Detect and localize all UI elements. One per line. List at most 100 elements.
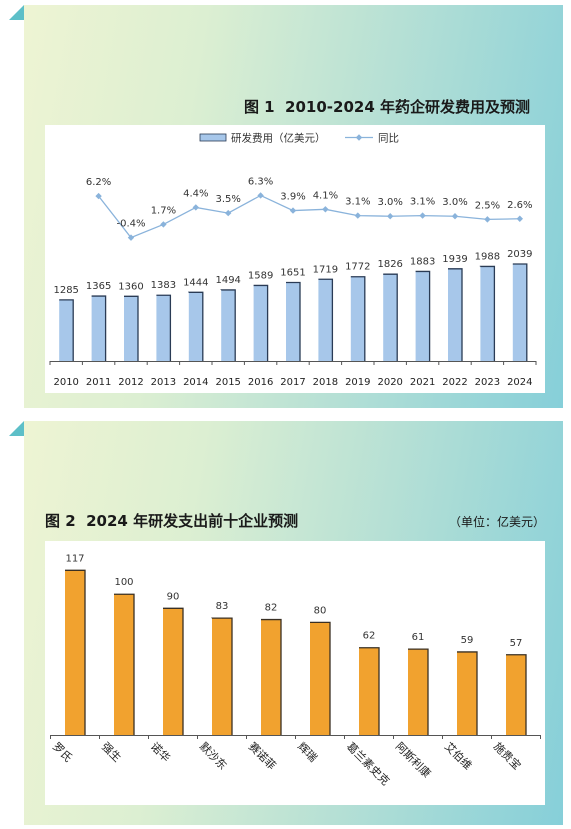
rd-spend-bar [90,295,107,362]
yoy-value-label: 3.5% [215,194,240,205]
rd-spend-bar [447,268,463,362]
x-category-label: 赛诺菲 [246,739,279,772]
company-rd-bar [407,648,429,736]
rd-spend-bar [123,295,139,362]
legend-bar-label: 研发费用（亿美元） [231,132,326,145]
yoy-marker [322,206,329,213]
yoy-marker [516,215,523,222]
x-tick-label: 2017 [280,377,305,388]
rd-spend-bar [414,270,431,362]
yoy-marker [484,216,491,223]
figure2-chart: 117 罗氏 100 强生 90 诺华 83 默沙东 82 赛诺菲 80 辉瑞 62 葛兰素史克 61 阿斯利… [50,553,541,788]
yoy-marker [192,204,199,211]
x-tick-label: 2023 [475,377,500,388]
yoy-value-label: 6.3% [248,176,273,187]
yoy-value-label: 1.7% [151,205,176,216]
yoy-value-label: 4.1% [313,190,338,201]
corner-fold-icon [9,5,24,20]
bar-value-label: 1826 [377,259,402,270]
x-category-label: 施贵宝 [491,739,524,772]
x-tick-label: 2013 [151,377,176,388]
x-tick-label: 2022 [442,377,467,388]
bar-value-label: 82 [265,603,278,614]
corner-fold-icon [9,421,24,436]
x-tick-label: 2016 [248,377,273,388]
x-category-label: 辉瑞 [295,739,320,764]
x-tick-label: 2018 [313,377,338,388]
company-rd-bar [162,607,184,736]
bar-value-label: 83 [216,601,229,612]
company-rd-bar [358,647,380,736]
x-category-label: 艾伯维 [442,739,475,772]
rd-spend-bar [512,263,528,362]
yoy-marker [451,213,459,220]
bar-value-label: 61 [412,632,425,643]
figure2-chart-area: 117 罗氏 100 强生 90 诺华 83 默沙东 82 赛诺菲 80 辉瑞 62 葛兰素史克 61 阿斯利… [45,541,545,805]
figure1-chart: 研发费用（亿美元） 同比 1285 2010 1365 2011 1360 2012 1383 2… [49,132,537,388]
company-rd-bar [211,617,233,736]
yoy-value-label: 3.0% [442,197,467,208]
x-category-label: 默沙东 [197,740,230,773]
yoy-value-label: 3.9% [280,192,305,203]
legend: 研发费用（亿美元） 同比 [199,132,399,145]
company-rd-bar [309,621,331,736]
bar-value-label: 62 [363,631,376,642]
x-tick-label: 2010 [53,377,78,388]
rd-spend-bar [382,273,398,362]
rd-spend-bar [252,284,269,362]
yoy-marker [387,213,394,220]
yoy-marker [160,221,167,228]
company-rd-bar [260,618,282,736]
x-tick-label: 2011 [86,377,111,388]
x-tick-label: 2014 [183,377,208,388]
yoy-line [98,194,520,239]
yoy-value-label: 3.1% [345,197,370,208]
bar-value-label: 1365 [86,281,111,292]
bar-value-label: 1988 [475,251,500,262]
legend-bar-swatch [199,133,227,142]
x-tick-label: 2015 [215,377,240,388]
x-category-label: 强生 [99,739,124,764]
yoy-value-label: -0.4% [116,219,145,230]
bar-value-label: 2039 [507,249,532,260]
yoy-value-label: 2.6% [507,200,532,211]
bar-value-label: 90 [167,591,180,602]
yoy-value-label: 6.2% [86,177,111,188]
yoy-marker [127,234,135,241]
x-category-label: 阿斯利康 [393,739,434,780]
company-rd-bar [64,569,86,736]
figure2-unit-note: （单位：亿美元） [448,515,545,529]
x-category-label: 葛兰素史克 [344,740,392,788]
bar-value-label: 1360 [118,281,143,292]
rd-spend-bar [58,299,74,362]
yoy-marker [419,212,426,219]
x-tick-label: 2024 [507,377,532,388]
x-tick-label: 2012 [118,377,143,388]
rd-spend-bar [188,291,204,362]
x-tick-label: 2021 [410,377,435,388]
yoy-marker [289,207,297,214]
bar-value-label: 1939 [442,254,467,265]
bar-value-label: 1589 [248,270,273,281]
rd-spend-bar [350,276,366,362]
rd-spend-bar [220,289,236,362]
rd-spend-bar [479,265,496,362]
yoy-value-label: 3.1% [410,197,435,208]
bar-value-label: 57 [510,638,523,649]
yoy-marker [257,192,264,199]
bar-value-label: 117 [65,553,84,564]
yoy-marker [354,212,361,219]
bar-value-label: 1772 [345,262,370,273]
yoy-marker [225,209,232,217]
yoy-value-label: 3.0% [377,197,402,208]
bar-value-label: 100 [114,577,133,588]
x-tick-label: 2019 [345,377,370,388]
bar-value-label: 59 [461,635,474,646]
bar-value-label: 1719 [313,264,338,275]
bar-value-label: 1651 [280,267,305,278]
rd-spend-bar [155,294,172,362]
yoy-marker [95,192,102,200]
legend-line-label: 同比 [378,132,399,145]
figure1-chart-area: 研发费用（亿美元） 同比 1285 2010 1365 2011 1360 2012 1383 2… [45,125,545,393]
company-rd-bar [113,593,135,736]
